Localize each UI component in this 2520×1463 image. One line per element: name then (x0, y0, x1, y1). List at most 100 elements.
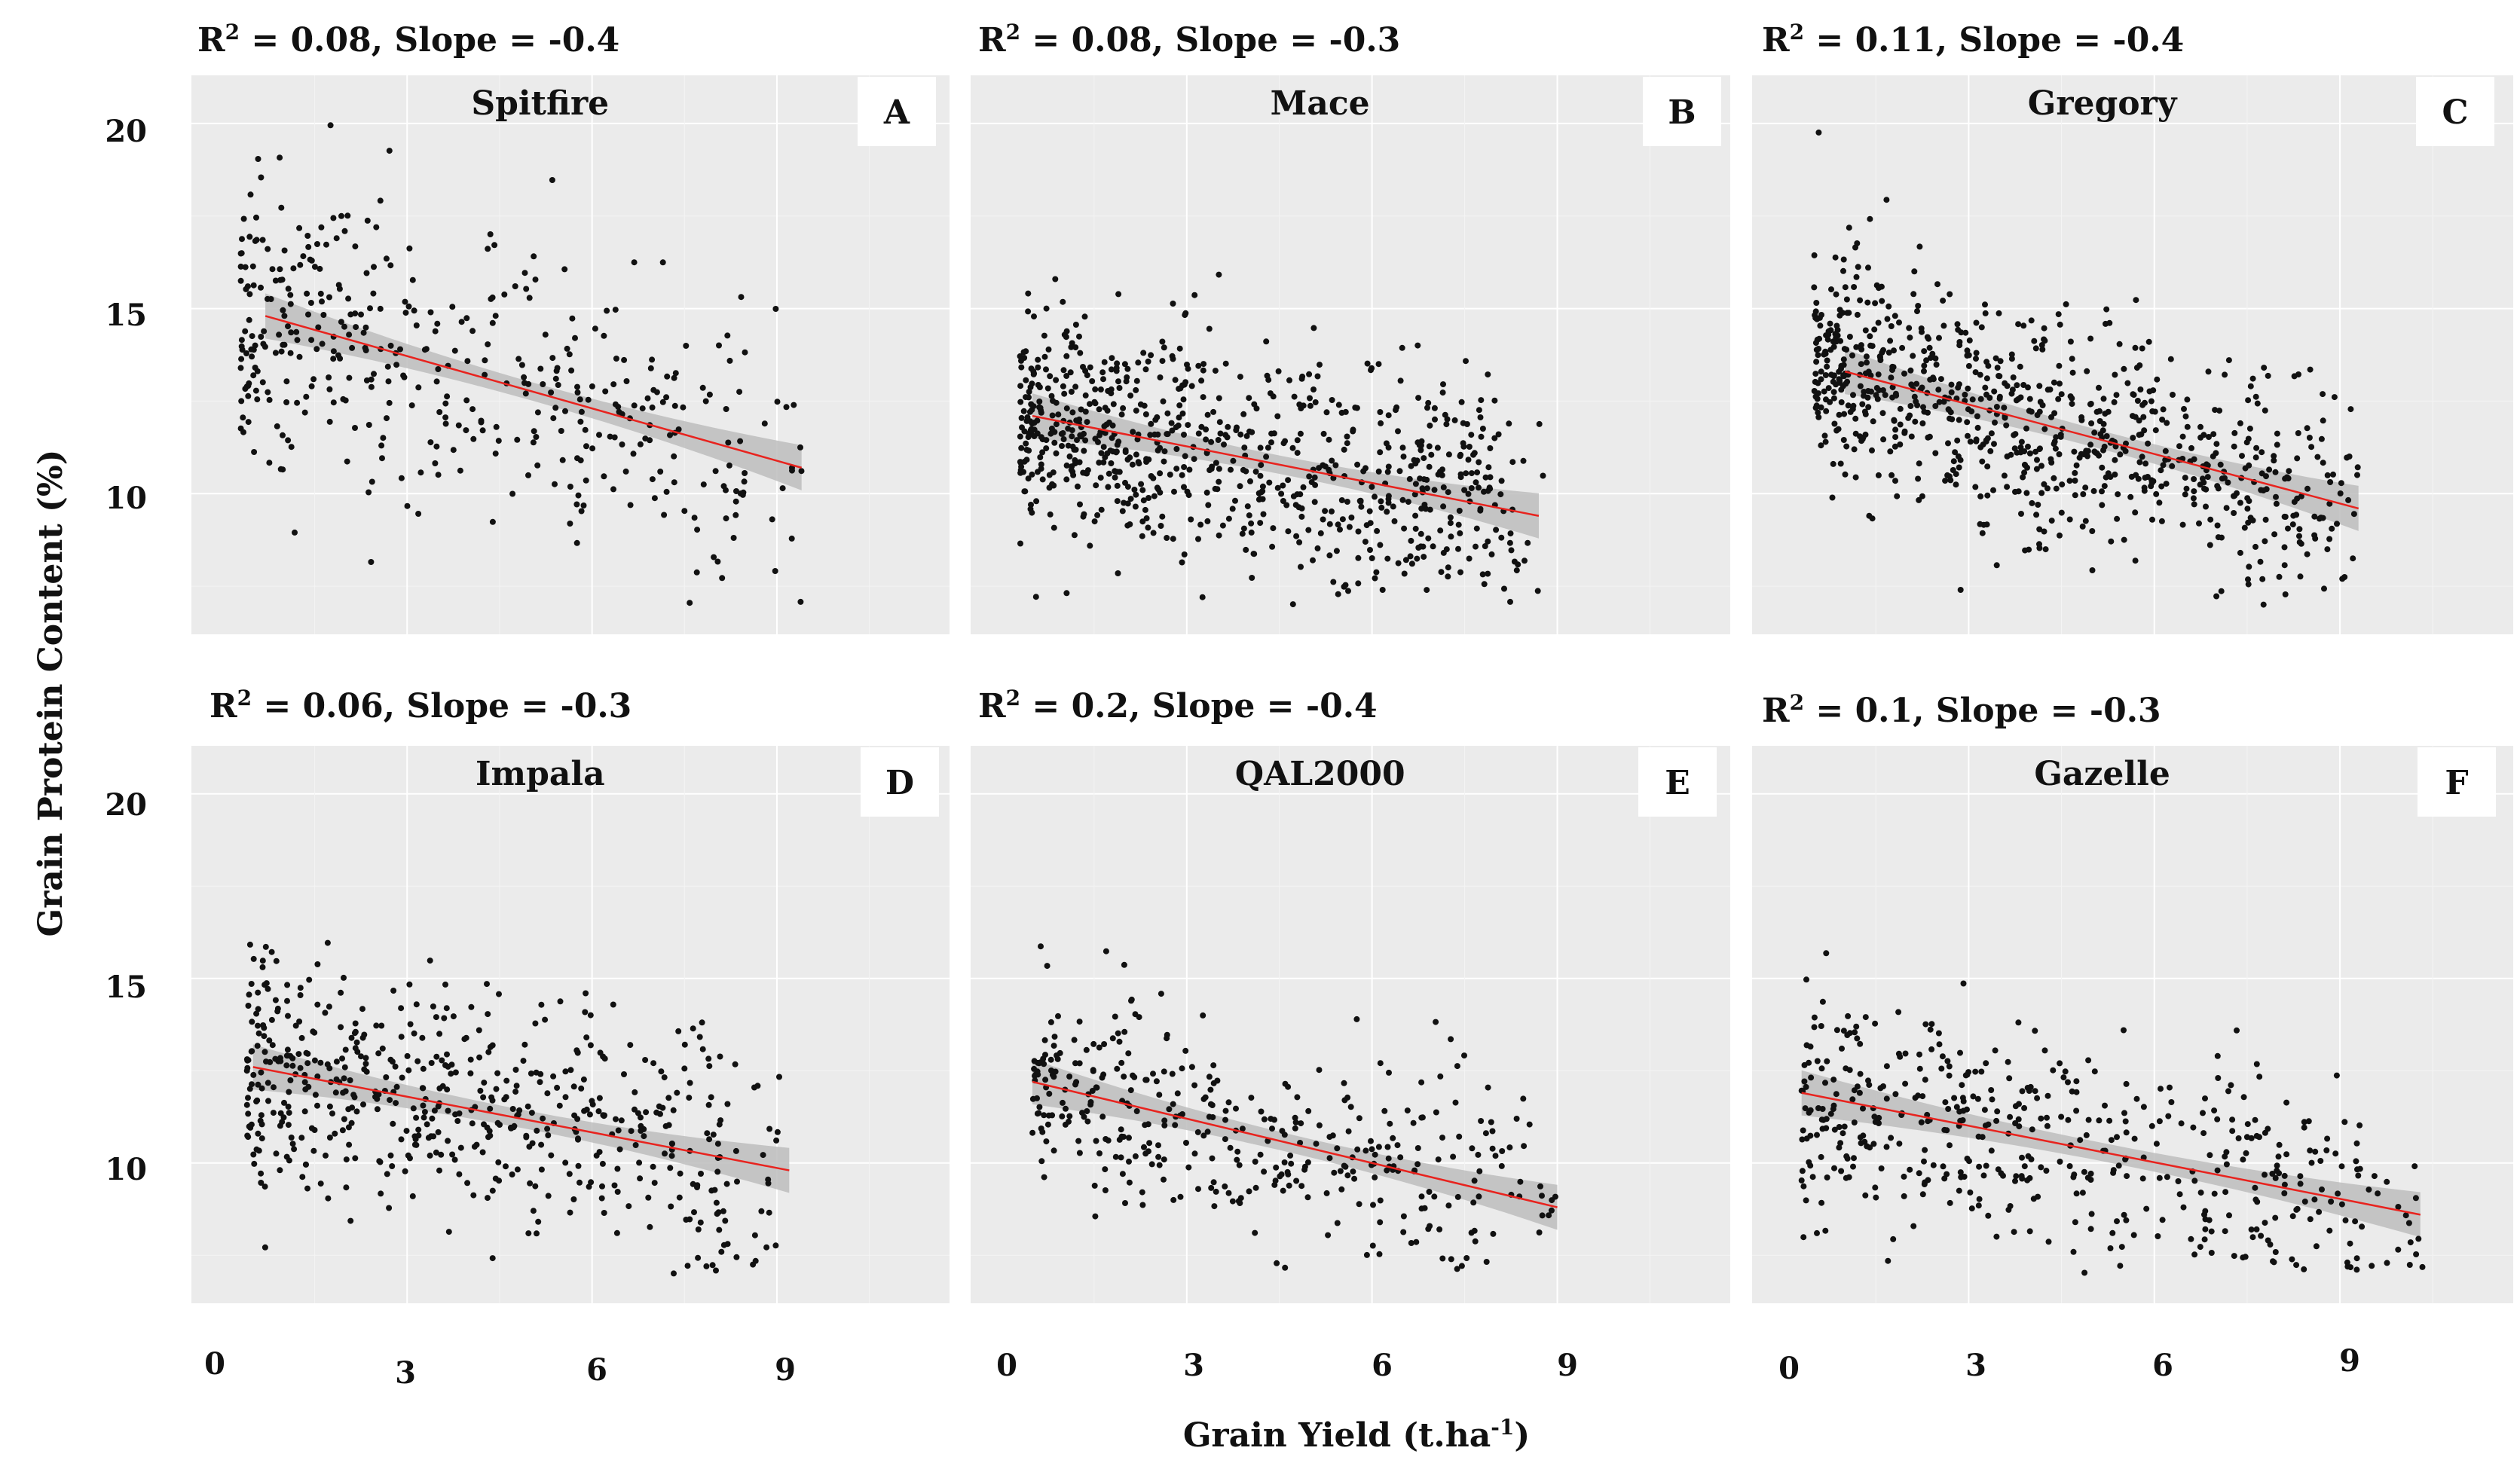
data-point (1181, 464, 1188, 470)
data-point (2214, 1116, 2221, 1122)
data-point (668, 1153, 675, 1159)
data-point (2108, 538, 2115, 545)
data-point (1811, 388, 1818, 394)
data-point (253, 214, 259, 221)
data-point (1204, 411, 1211, 418)
data-point (526, 295, 533, 301)
data-point (1833, 1027, 1840, 1034)
data-point (362, 1061, 369, 1067)
data-point (712, 468, 719, 475)
data-point (254, 368, 261, 374)
data-point (2329, 525, 2335, 532)
data-point (1329, 508, 1335, 515)
data-point (2243, 1150, 2249, 1156)
data-point (632, 1142, 639, 1148)
data-point (1195, 536, 1201, 542)
data-point (1905, 414, 1912, 421)
data-point (650, 1163, 656, 1170)
data-point (1053, 450, 1060, 457)
data-point (489, 1255, 496, 1262)
data-point (1408, 560, 1415, 567)
panel-stats: R2 = 0.08, Slope = -0.3 (978, 20, 1400, 60)
data-point (1330, 579, 1337, 585)
data-point (1932, 355, 1939, 362)
data-point (2245, 581, 2252, 588)
data-point (1506, 1144, 1513, 1151)
data-point (1875, 319, 1882, 326)
data-point (1426, 1189, 1433, 1195)
data-point (1183, 1140, 1189, 1146)
data-point (1131, 487, 1138, 493)
data-point (1439, 472, 1445, 478)
data-point (667, 1165, 674, 1171)
data-point (574, 1049, 581, 1056)
data-point (1143, 1077, 1150, 1083)
data-point (1814, 316, 1821, 322)
data-point (261, 1244, 268, 1251)
data-point (1830, 1077, 1837, 1083)
data-point (2123, 1129, 2130, 1136)
data-point (2041, 481, 2048, 487)
data-point (1385, 493, 1392, 499)
data-point (281, 313, 288, 319)
data-point (1468, 432, 1475, 438)
data-point (1270, 393, 1277, 400)
data-point (1150, 1071, 1156, 1077)
stats-values: = 0.06, Slope = -0.3 (252, 687, 632, 725)
data-point (1139, 1189, 1145, 1196)
data-point (1957, 1169, 1964, 1176)
panel-stats: R2 = 0.2, Slope = -0.4 (978, 686, 1378, 725)
data-point (1925, 409, 1931, 416)
data-point (1142, 366, 1149, 373)
data-point (1487, 474, 1494, 481)
data-point (1473, 479, 1479, 486)
data-point (1338, 1186, 1345, 1193)
data-point (2223, 505, 2230, 512)
data-point (2019, 1088, 2026, 1095)
data-point (1157, 470, 1164, 477)
data-point (2301, 1199, 2308, 1205)
panel-letter-box (2418, 747, 2496, 817)
data-point (261, 1184, 268, 1190)
data-point (2156, 1118, 2163, 1125)
data-point (738, 294, 745, 301)
data-point (2285, 475, 2292, 481)
data-point (243, 350, 249, 356)
stats-values: = 0.08, Slope = -0.4 (240, 21, 619, 60)
data-point (1211, 1203, 1218, 1210)
data-point (2231, 429, 2238, 436)
data-point (2162, 447, 2169, 454)
data-point (1368, 1138, 1374, 1144)
data-point (766, 1126, 773, 1132)
panel-letter-box (1643, 77, 1721, 146)
data-point (1282, 1264, 1289, 1271)
data-point (297, 261, 304, 268)
data-point (2295, 430, 2301, 436)
data-point (249, 1081, 255, 1088)
data-point (2247, 383, 2254, 389)
data-point (1023, 440, 1029, 447)
data-point (661, 512, 668, 518)
data-point (2032, 345, 2039, 352)
data-point (1179, 559, 1185, 566)
data-point (2261, 365, 2268, 371)
data-point (751, 1084, 757, 1091)
data-point (1977, 396, 1984, 402)
data-point (1866, 1082, 1873, 1089)
data-point (319, 341, 326, 347)
data-point (2044, 1092, 2051, 1099)
data-point (1222, 1183, 1228, 1190)
data-point (1536, 1229, 1543, 1235)
data-point (2366, 1187, 2372, 1193)
stats-values: = 0.11, Slope = -0.4 (1804, 21, 2184, 60)
data-point (2065, 1079, 2071, 1086)
data-point (371, 264, 377, 270)
data-point (664, 373, 671, 380)
data-point (1101, 1041, 1108, 1047)
data-point (376, 1158, 383, 1165)
data-point (2262, 538, 2268, 545)
data-point (687, 600, 693, 606)
data-point (492, 1175, 499, 1182)
data-point (1454, 1063, 1460, 1070)
data-point (1998, 1170, 2005, 1177)
